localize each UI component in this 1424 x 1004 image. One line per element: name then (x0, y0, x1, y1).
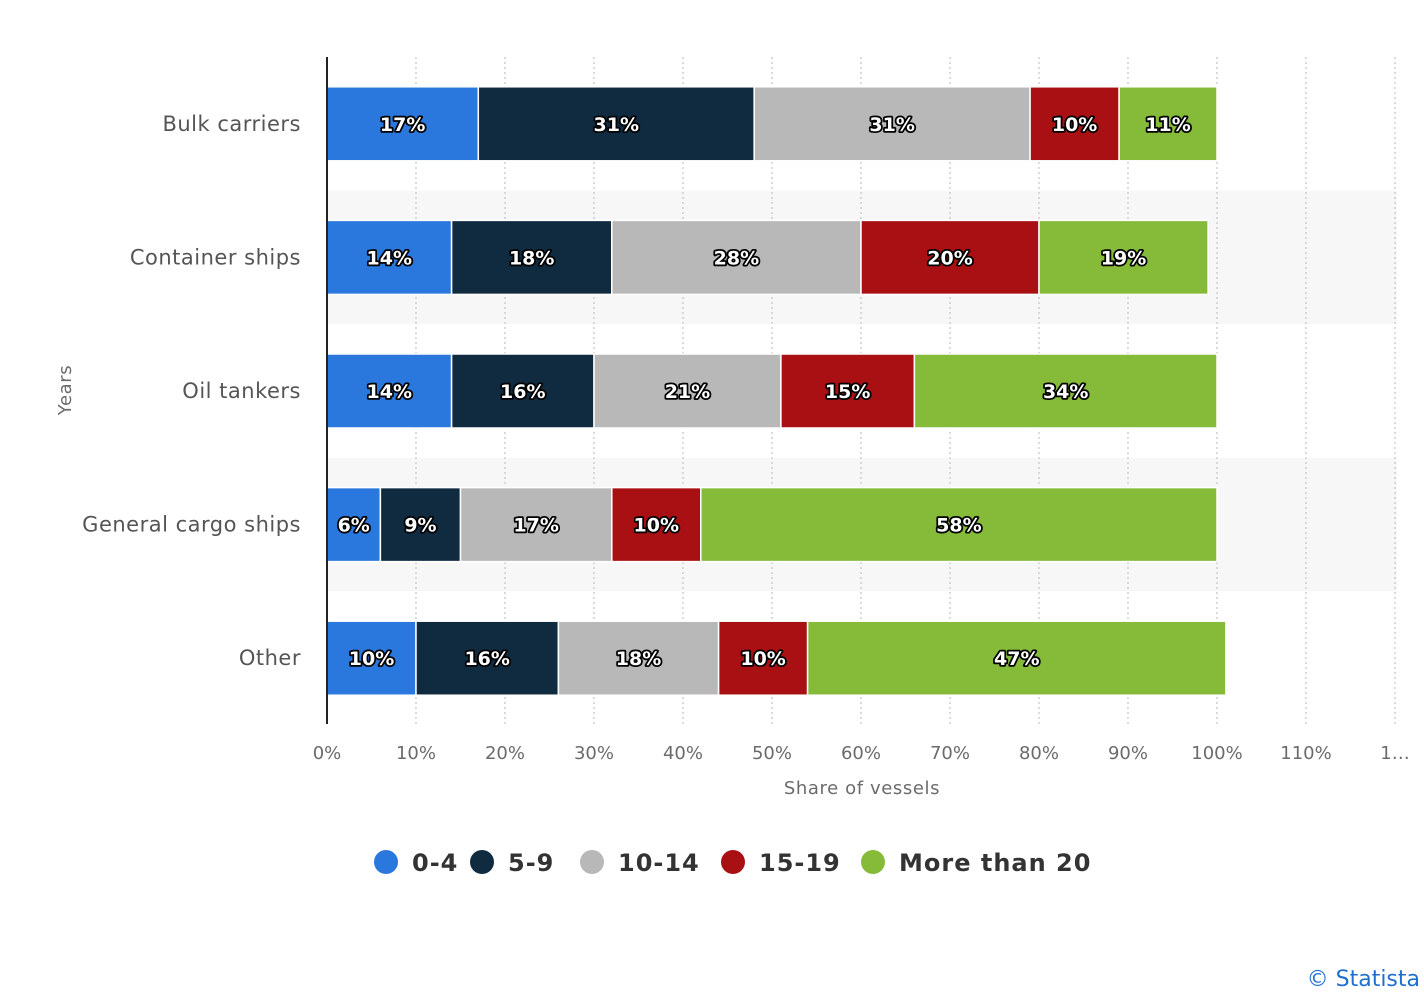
bar-segment[interactable] (611, 219, 862, 296)
x-tick-label: 60% (841, 743, 881, 764)
legend-label[interactable]: 15-19 (759, 849, 841, 877)
data-label: 31% (594, 114, 639, 136)
bar-segment[interactable] (450, 219, 613, 296)
legend-marker[interactable] (580, 850, 604, 874)
legend-marker[interactable] (470, 850, 494, 874)
data-label: 10% (1052, 114, 1097, 136)
x-axis-title: Share of vessels (784, 778, 940, 799)
bar-segment[interactable] (1038, 219, 1209, 296)
bars: 17% 31% 31% 10% 11% 14% 18% 28% 20% 19% 14% 16% 21% 1… (326, 86, 1227, 696)
bar-segment[interactable] (593, 353, 782, 429)
x-tick-label: 90% (1108, 743, 1148, 764)
x-tick-label: 50% (752, 743, 792, 764)
category-label: Oil tankers (182, 379, 301, 403)
legend-marker[interactable] (721, 850, 745, 874)
legend-marker[interactable] (374, 850, 398, 874)
category-label: Other (239, 646, 301, 670)
category-label: General cargo ships (82, 513, 301, 537)
x-tick-label: 10% (396, 743, 436, 764)
x-tick-labels: 0% 10% 20% 30% 40% 50% 60% 70% 80% 90% 100% 110% 1… (313, 743, 1410, 764)
x-tick-label: 1… (1380, 743, 1409, 764)
bar-segment[interactable] (450, 353, 595, 429)
x-tick-label: 110% (1280, 743, 1331, 764)
legend-label[interactable]: 0-4 (412, 849, 458, 877)
data-label: 11% (1145, 114, 1190, 136)
bar-segment[interactable] (717, 620, 809, 696)
bar-segment[interactable] (557, 620, 720, 696)
data-label: 17% (380, 114, 425, 136)
y-axis-title: Years (55, 365, 76, 417)
data-label: 20% (927, 247, 972, 269)
bar-segment[interactable] (1118, 86, 1218, 162)
bar-segment[interactable] (700, 486, 1218, 563)
x-tick-label: 80% (1019, 743, 1059, 764)
data-label: 17% (513, 515, 558, 537)
legend: 0-4 5-9 10-14 15-19 More than 20 (374, 849, 1091, 877)
category-labels: Bulk carriers Container ships Oil tankers G… (82, 112, 301, 670)
data-label: 58% (936, 515, 981, 537)
data-label: 16% (500, 381, 545, 403)
data-label: 18% (509, 247, 554, 269)
bar-segment[interactable] (806, 620, 1227, 696)
data-label: 10% (740, 648, 785, 670)
data-label: 14% (367, 381, 412, 403)
data-label: 9% (404, 515, 436, 537)
x-tick-label: 40% (663, 743, 703, 764)
data-label: 18% (616, 648, 661, 670)
legend-marker[interactable] (861, 850, 885, 874)
bar-segment[interactable] (860, 219, 1040, 296)
legend-label[interactable]: More than 20 (899, 849, 1091, 877)
data-label: 21% (665, 381, 710, 403)
data-label: 14% (367, 247, 412, 269)
data-label: 19% (1101, 247, 1146, 269)
x-tick-label: 100% (1191, 743, 1242, 764)
data-label: 34% (1043, 381, 1088, 403)
x-tick-label: 70% (930, 743, 970, 764)
bar-segment[interactable] (753, 86, 1031, 162)
data-label: 16% (464, 648, 509, 670)
data-label: 28% (714, 247, 759, 269)
category-label: Bulk carriers (162, 112, 301, 136)
bar-segment[interactable] (326, 486, 382, 563)
bar-segment[interactable] (780, 353, 916, 429)
bar-segment[interactable] (459, 486, 613, 563)
data-label: 47% (994, 648, 1039, 670)
x-tick-label: 30% (574, 743, 614, 764)
data-label: 6% (338, 515, 370, 537)
data-label: 15% (825, 381, 870, 403)
bar-segment[interactable] (415, 620, 560, 696)
legend-label[interactable]: 10-14 (618, 849, 700, 877)
bar-segment[interactable] (913, 353, 1218, 429)
legend-label[interactable]: 5-9 (508, 849, 554, 877)
x-tick-label: 0% (313, 743, 342, 764)
data-label: 10% (349, 648, 394, 670)
bar-segment[interactable] (379, 486, 462, 563)
statista-credit[interactable]: © Statista (1306, 967, 1420, 992)
data-label: 10% (634, 515, 679, 537)
data-label: 31% (869, 114, 914, 136)
gridlines (415, 57, 1396, 724)
category-label: Container ships (130, 245, 301, 269)
x-tick-label: 20% (485, 743, 525, 764)
bar-segment[interactable] (326, 353, 453, 429)
bar-segment[interactable] (326, 620, 417, 696)
